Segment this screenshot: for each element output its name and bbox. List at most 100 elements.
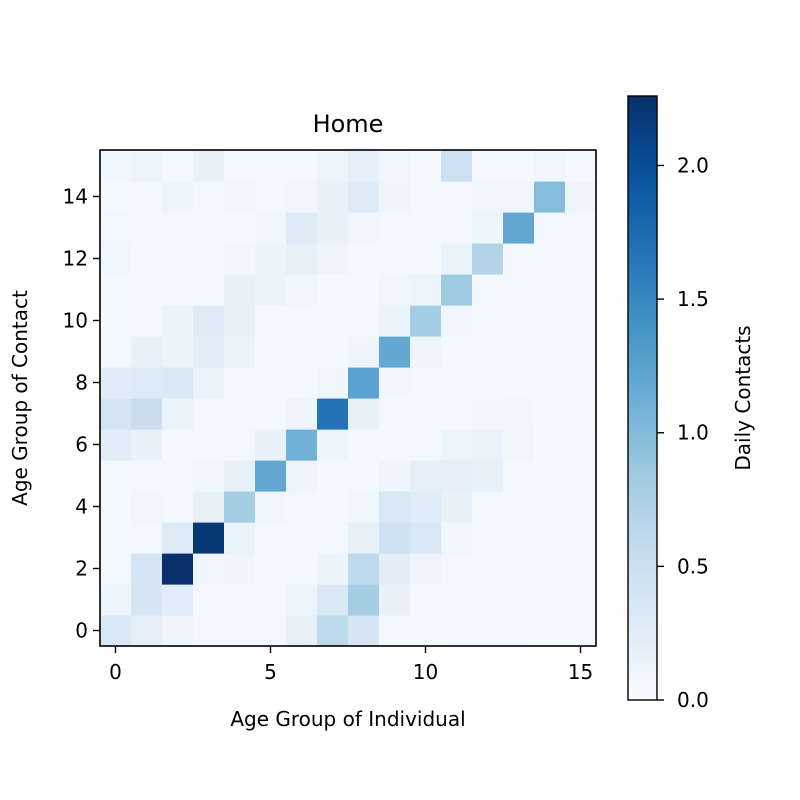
heatmap-cell: [100, 553, 132, 585]
heatmap-cell: [534, 615, 566, 647]
heatmap-cell: [193, 429, 225, 461]
heatmap-cell: [162, 460, 194, 492]
heatmap-cell: [565, 243, 597, 275]
heatmap-cell: [193, 615, 225, 647]
heatmap-cell: [565, 274, 597, 306]
heatmap-cell: [255, 243, 287, 275]
heatmap-cell: [255, 336, 287, 368]
heatmap-cell: [162, 305, 194, 337]
heatmap-cell: [224, 584, 256, 616]
heatmap-cell: [224, 367, 256, 399]
heatmap-cell: [131, 491, 163, 523]
heatmap-cell: [379, 522, 411, 554]
heatmap-cell: [379, 615, 411, 647]
heatmap-cell: [441, 584, 473, 616]
heatmap-cell: [348, 305, 380, 337]
heatmap-cell: [162, 584, 194, 616]
heatmap-cell: [317, 336, 349, 368]
heatmap-cell: [348, 212, 380, 244]
x-tick-label: 5: [264, 660, 277, 684]
heatmap-cell: [472, 367, 504, 399]
heatmap-cell: [534, 522, 566, 554]
heatmap-cell: [565, 212, 597, 244]
heatmap-cell: [441, 336, 473, 368]
heatmap-cell: [348, 274, 380, 306]
heatmap-cell: [348, 367, 380, 399]
heatmap-cell: [503, 305, 535, 337]
heatmap-cell: [441, 553, 473, 585]
heatmap-cell: [441, 305, 473, 337]
heatmap-cell: [255, 429, 287, 461]
heatmap-cell: [193, 150, 225, 182]
heatmap-cell: [317, 491, 349, 523]
heatmap-cell: [503, 491, 535, 523]
heatmap-cell: [255, 553, 287, 585]
heatmap-cell: [317, 243, 349, 275]
heatmap-cell: [379, 460, 411, 492]
heatmap-cell: [317, 398, 349, 430]
heatmap-cell: [255, 274, 287, 306]
heatmap-cell: [286, 274, 318, 306]
heatmap-cell: [565, 305, 597, 337]
heatmap-cell: [565, 429, 597, 461]
heatmap-cell: [472, 553, 504, 585]
y-tick-label: 8: [75, 371, 88, 395]
heatmap-cell: [162, 150, 194, 182]
heatmap-cell: [286, 398, 318, 430]
heatmap-cell: [286, 150, 318, 182]
heatmap-cell: [565, 553, 597, 585]
heatmap-cell: [193, 243, 225, 275]
heatmap-cell: [348, 336, 380, 368]
heatmap-cell: [565, 181, 597, 213]
heatmap-cell: [379, 398, 411, 430]
heatmap-cell: [162, 336, 194, 368]
heatmap-cell: [565, 398, 597, 430]
heatmap-cell: [162, 491, 194, 523]
heatmap-cell: [100, 212, 132, 244]
heatmap-cell: [286, 522, 318, 554]
heatmap-cell: [503, 243, 535, 275]
heatmap-cell: [286, 336, 318, 368]
heatmap-cell: [131, 212, 163, 244]
heatmap-cell: [193, 336, 225, 368]
heatmap-cell: [286, 615, 318, 647]
heatmap-cell: [286, 491, 318, 523]
heatmap-cell: [410, 150, 442, 182]
y-tick-label: 14: [63, 185, 88, 209]
plot-frame: [99, 149, 597, 647]
heatmap-cell: [534, 460, 566, 492]
heatmap-cell: [255, 398, 287, 430]
heatmap-cell: [317, 150, 349, 182]
heatmap-cell: [379, 274, 411, 306]
heatmap-cell: [472, 398, 504, 430]
heatmap-cell: [410, 584, 442, 616]
heatmap-cell: [534, 212, 566, 244]
heatmap-cell: [100, 305, 132, 337]
heatmap-cell: [534, 336, 566, 368]
heatmap-cell: [317, 367, 349, 399]
heatmap-cell: [472, 305, 504, 337]
heatmap-cell: [255, 491, 287, 523]
heatmap-cell: [131, 243, 163, 275]
heatmap-cell: [379, 584, 411, 616]
heatmap-cell: [162, 522, 194, 554]
heatmap-cell: [348, 181, 380, 213]
heatmap-cell: [224, 615, 256, 647]
heatmap-cell: [410, 522, 442, 554]
heatmap-cell: [100, 491, 132, 523]
y-tick-label: 12: [63, 247, 88, 271]
heatmap-cell: [472, 615, 504, 647]
heatmap-cell: [193, 553, 225, 585]
heatmap-cell: [162, 398, 194, 430]
heatmap-cell: [472, 150, 504, 182]
heatmap-cell: [100, 429, 132, 461]
heatmap-cell: [224, 398, 256, 430]
y-tick-label: 10: [63, 309, 88, 333]
heatmap-cell: [255, 181, 287, 213]
heatmap-cell: [410, 429, 442, 461]
heatmap-cell: [503, 181, 535, 213]
heatmap-cell: [534, 181, 566, 213]
heatmap-cell: [534, 150, 566, 182]
colorbar-tick-label: 1.0: [677, 421, 709, 445]
heatmap-cell: [317, 584, 349, 616]
